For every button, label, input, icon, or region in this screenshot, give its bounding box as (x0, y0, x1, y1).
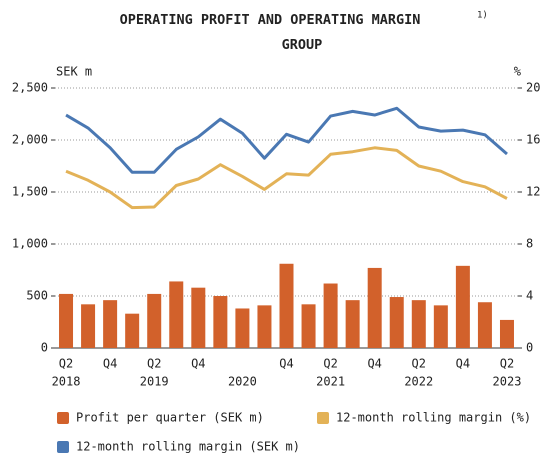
y-tick-label: 2,000 (12, 133, 48, 147)
x-tick-label: Q4 (279, 357, 293, 371)
x-tick-label: Q4 (367, 357, 381, 371)
bar (279, 263, 294, 348)
year-label: 2020 (228, 375, 257, 389)
y-tick-label: 1,000 (12, 237, 48, 251)
bar (103, 300, 118, 348)
bar (345, 300, 360, 348)
x-tick-label: Q4 (103, 357, 117, 371)
line (65, 106, 508, 174)
year-label: 2018 (52, 375, 81, 389)
year-label: 2019 (140, 375, 169, 389)
x-tick-label: Q4 (456, 357, 470, 371)
y-tick-label: 1,500 (12, 185, 48, 199)
year-label: 2023 (493, 375, 522, 389)
bar (81, 304, 96, 348)
bar (323, 283, 338, 348)
year-label: 2022 (404, 375, 433, 389)
bar (147, 293, 162, 348)
bar (169, 281, 184, 348)
legend-swatch (317, 412, 329, 424)
year-label: 2021 (316, 375, 345, 389)
bar (301, 304, 316, 348)
legend-label: Profit per quarter (SEK m) (76, 411, 264, 425)
bar (191, 287, 206, 348)
y2-tick-label: 16 (526, 133, 540, 147)
y2-tick-label: 4 (526, 289, 533, 303)
x-tick-label: Q4 (191, 357, 205, 371)
y2-tick-label: 8 (526, 237, 533, 251)
y-tick-label: 2,500 (12, 81, 48, 95)
legend-swatch (57, 441, 69, 453)
chart-title: OPERATING PROFIT AND OPERATING MARGIN (120, 12, 421, 28)
bar (499, 319, 514, 348)
bar (433, 305, 448, 348)
x-tick-label: Q2 (500, 357, 514, 371)
bar (125, 313, 140, 348)
legend-swatch (57, 412, 69, 424)
y2-tick-label: 20 (526, 81, 540, 95)
y-tick-label: 0 (41, 341, 48, 355)
line (65, 146, 508, 210)
bar (257, 305, 272, 348)
y-tick-label: 500 (26, 289, 48, 303)
legend-label: 12-month rolling margin (%) (336, 411, 531, 425)
x-tick-label: Q2 (147, 357, 161, 371)
bar (411, 300, 426, 348)
bar (389, 297, 404, 348)
y-axis-label: SEK m (56, 65, 92, 79)
bar (455, 265, 470, 348)
bar (59, 293, 74, 348)
y2-tick-label: 12 (526, 185, 540, 199)
x-tick-label: Q2 (323, 357, 337, 371)
y2-tick-label: 0 (526, 341, 533, 355)
bar (213, 296, 228, 348)
x-tick-label: Q2 (59, 357, 73, 371)
legend-label: 12-month rolling margin (SEK m) (76, 440, 300, 454)
bar (367, 267, 382, 348)
bar (235, 308, 250, 348)
x-tick-label: Q2 (412, 357, 426, 371)
bar (477, 302, 492, 348)
y2-axis-label: % (514, 65, 522, 79)
title-note: 1) (477, 11, 488, 21)
chart-subtitle: GROUP (282, 37, 323, 53)
